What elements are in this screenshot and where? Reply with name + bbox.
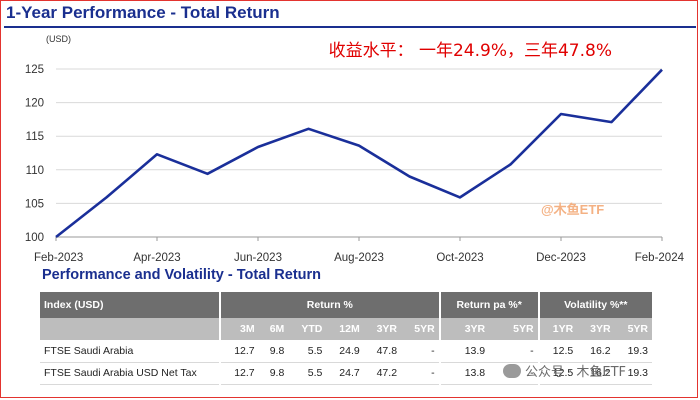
title-rule bbox=[4, 26, 696, 28]
wechat-bubble-icon bbox=[503, 363, 521, 378]
table-cell: 9.8 bbox=[258, 362, 289, 385]
subheader-cell: 1YR bbox=[537, 318, 578, 340]
subheader-cell: 5YR bbox=[401, 318, 440, 340]
table-cell: 19.3 bbox=[614, 340, 652, 363]
footer-watermark-text: 公众号 · 木鱼ETF bbox=[525, 365, 627, 380]
table-cell: 12.5 bbox=[537, 340, 578, 363]
y-tick-label: 115 bbox=[26, 131, 44, 143]
footer-watermark: 公众号 · 木鱼ETF bbox=[503, 361, 626, 380]
table-cell: 16.2 bbox=[577, 340, 615, 363]
header-volatility: Volatility %** bbox=[537, 292, 652, 318]
table-group-header-row: Index (USD) Return % Return pa %* Volati… bbox=[40, 292, 652, 318]
y-tick-label: 100 bbox=[25, 232, 44, 244]
table-cell: 47.8 bbox=[363, 340, 402, 363]
table-cell: 16.2 bbox=[577, 362, 615, 385]
x-tick-label: Oct-2023 bbox=[436, 252, 483, 264]
x-tick-label: Apr-2023 bbox=[133, 252, 180, 264]
x-tick-label: Dec-2023 bbox=[536, 252, 586, 264]
table-cell: 24.7 bbox=[326, 362, 364, 385]
subheader-cell: 5YR bbox=[614, 318, 652, 340]
subheader-cell: 5YR bbox=[489, 318, 539, 340]
header-return-pa: Return pa %* bbox=[438, 292, 539, 318]
x-tick-label: Feb-2024 bbox=[635, 252, 685, 264]
row-name: FTSE Saudi Arabia USD Net Tax bbox=[40, 362, 220, 385]
subheader-cell: 3YR bbox=[438, 318, 490, 340]
table-cell: 47.2 bbox=[363, 362, 402, 385]
table-cell: 12.7 bbox=[219, 340, 259, 363]
table-section-title: Performance and Volatility - Total Retur… bbox=[42, 267, 322, 283]
x-tick-label: Feb-2023 bbox=[34, 252, 83, 264]
row-name: FTSE Saudi Arabia bbox=[40, 340, 220, 363]
y-tick-label: 105 bbox=[25, 198, 44, 210]
subheader-cell: 3YR bbox=[577, 318, 615, 340]
table-cell: 24.9 bbox=[326, 340, 364, 363]
table-row: FTSE Saudi Arabia 12.7 9.8 5.5 24.9 47.8… bbox=[40, 340, 652, 363]
table-cell: 9.8 bbox=[258, 340, 289, 363]
table-cell: 12.7 bbox=[219, 362, 259, 385]
subheader-blank bbox=[40, 318, 220, 340]
table-cell: 5.5 bbox=[288, 362, 327, 385]
table-cell: - bbox=[401, 362, 440, 385]
table-cell: 12.5 bbox=[537, 362, 578, 385]
subheader-cell: 3YR bbox=[363, 318, 402, 340]
table-cell: 13.8 bbox=[438, 362, 490, 385]
table-cell: - bbox=[401, 340, 440, 363]
performance-table: Index (USD) Return % Return pa %* Volati… bbox=[40, 292, 652, 385]
x-tick-label: Jun-2023 bbox=[234, 252, 282, 264]
watermark-tag: @木鱼ETF bbox=[541, 202, 605, 217]
subheader-cell: 12M bbox=[326, 318, 364, 340]
x-tick-label: Aug-2023 bbox=[334, 252, 384, 264]
chart-title: 1-Year Performance - Total Return bbox=[6, 3, 280, 22]
y-tick-label: 110 bbox=[26, 165, 44, 177]
subheader-cell: 6M bbox=[258, 318, 289, 340]
y-tick-label: 125 bbox=[25, 64, 44, 76]
table-cell: 13.9 bbox=[438, 340, 490, 363]
y-tick-label: 120 bbox=[25, 98, 44, 110]
table-row: FTSE Saudi Arabia USD Net Tax 12.7 9.8 5… bbox=[40, 362, 652, 385]
table-cell: - bbox=[489, 340, 539, 363]
table-cell: 5.5 bbox=[288, 340, 327, 363]
subheader-cell: YTD bbox=[288, 318, 327, 340]
header-index: Index (USD) bbox=[40, 292, 220, 318]
series-line bbox=[55, 68, 663, 239]
subheader-cell: 3M bbox=[219, 318, 259, 340]
table-cell: 19.3 bbox=[614, 362, 652, 385]
header-return: Return % bbox=[219, 292, 440, 318]
y-axis-unit-label: (USD) bbox=[46, 34, 71, 44]
return-annotation: 收益水平： 一年24.9%，三年47.8% bbox=[329, 41, 612, 61]
table-sub-header-row: 3M 6M YTD 12M 3YR 5YR 3YR 5YR 1YR 3YR 5Y… bbox=[40, 318, 652, 340]
